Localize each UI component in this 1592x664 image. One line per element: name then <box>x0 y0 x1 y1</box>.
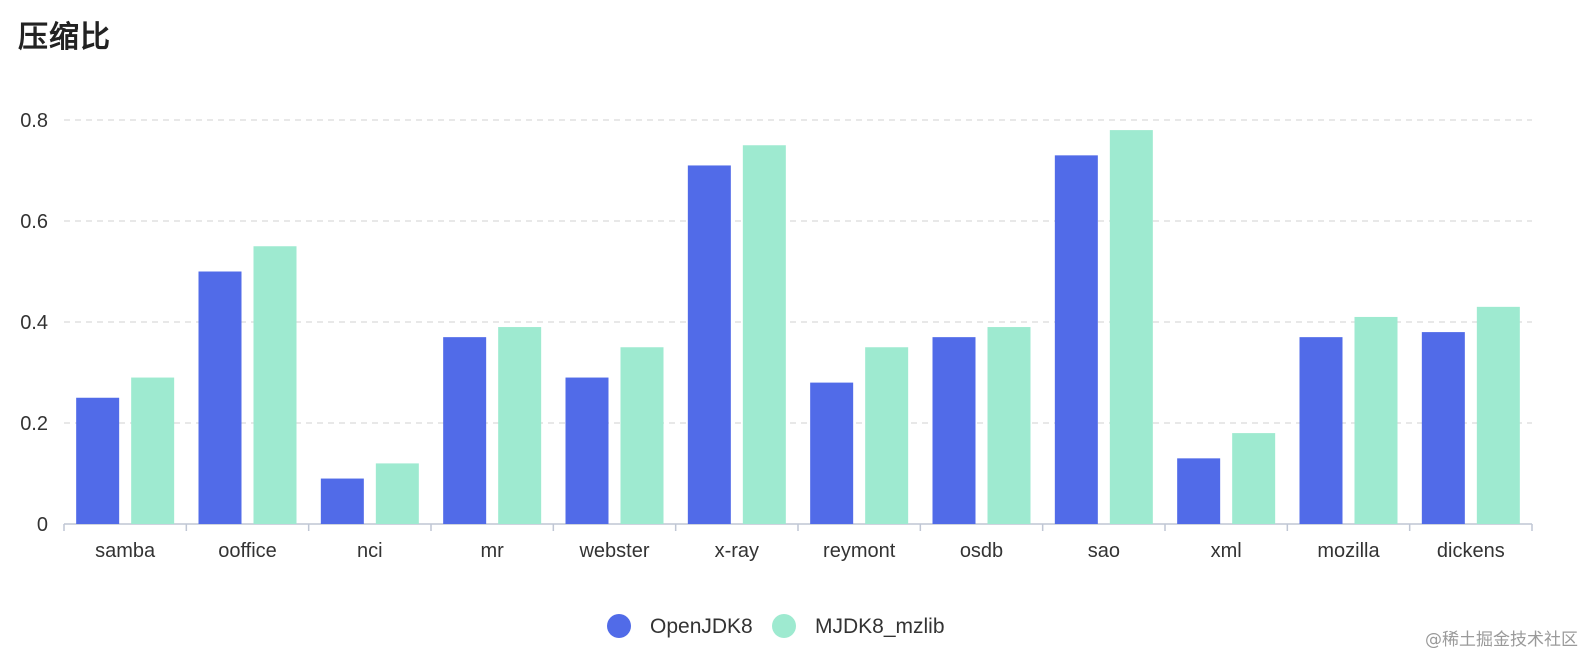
bars <box>76 130 1520 524</box>
legend-marker-0[interactable] <box>607 614 631 638</box>
bar-mozilla-1[interactable] <box>1354 316 1398 524</box>
x-tick-label: osdb <box>960 540 1003 562</box>
x-tick-label: xml <box>1211 540 1242 562</box>
x-tick-label: samba <box>95 540 156 562</box>
x-tick-label: mr <box>481 540 505 562</box>
bar-reymont-0[interactable] <box>810 382 854 524</box>
bar-xml-0[interactable] <box>1177 458 1221 524</box>
bar-nci-1[interactable] <box>375 463 419 524</box>
bar-osdb-1[interactable] <box>987 327 1031 524</box>
legend[interactable]: OpenJDK8 MJDK8_mzlib <box>607 614 945 638</box>
bar-sao-1[interactable] <box>1109 130 1153 524</box>
bar-mozilla-0[interactable] <box>1299 337 1343 524</box>
x-tick-label: dickens <box>1437 540 1505 562</box>
x-tick-label: ooffice <box>218 540 277 562</box>
x-tick-label: mozilla <box>1317 540 1380 562</box>
bar-ooffice-1[interactable] <box>253 246 297 524</box>
bar-mr-1[interactable] <box>498 327 542 524</box>
axes <box>63 523 1533 531</box>
legend-label-0[interactable]: OpenJDK8 <box>650 615 753 638</box>
chart-title: 压缩比 <box>18 20 111 55</box>
x-tick-label: nci <box>357 540 383 562</box>
bar-xml-1[interactable] <box>1232 433 1276 524</box>
y-tick-label: 0.8 <box>20 110 48 132</box>
bar-webster-1[interactable] <box>620 347 664 524</box>
bar-samba-1[interactable] <box>131 377 175 524</box>
bar-dickens-1[interactable] <box>1476 306 1520 524</box>
y-tick-label: 0 <box>37 514 48 536</box>
grid-lines <box>64 119 1532 424</box>
y-tick-label: 0.6 <box>20 211 48 233</box>
x-tick-label: reymont <box>823 540 896 562</box>
legend-marker-1[interactable] <box>772 614 796 638</box>
bar-nci-0[interactable] <box>320 478 364 524</box>
bar-x-ray-0[interactable] <box>687 165 731 524</box>
watermark-text: @稀土掘金技术社区 <box>1425 630 1578 650</box>
bar-reymont-1[interactable] <box>865 347 909 524</box>
bar-mr-0[interactable] <box>443 337 487 524</box>
bar-x-ray-1[interactable] <box>742 145 786 524</box>
legend-label-1[interactable]: MJDK8_mzlib <box>815 615 945 638</box>
bar-samba-0[interactable] <box>76 397 120 524</box>
tick-labels: 0 0.2 0.4 0.6 0.8 samba ooffice nci mr webster x-r… <box>20 110 1505 562</box>
y-tick-label: 0.2 <box>20 413 48 435</box>
bar-webster-0[interactable] <box>565 377 609 524</box>
y-tick-label: 0.4 <box>20 312 48 334</box>
bar-osdb-0[interactable] <box>932 337 976 524</box>
bar-ooffice-0[interactable] <box>198 271 242 525</box>
x-tick-label: x-ray <box>715 540 759 562</box>
x-tick-label: webster <box>578 540 649 562</box>
x-tick-label: sao <box>1088 540 1120 562</box>
bar-sao-0[interactable] <box>1054 155 1098 524</box>
bar-dickens-0[interactable] <box>1421 332 1465 524</box>
